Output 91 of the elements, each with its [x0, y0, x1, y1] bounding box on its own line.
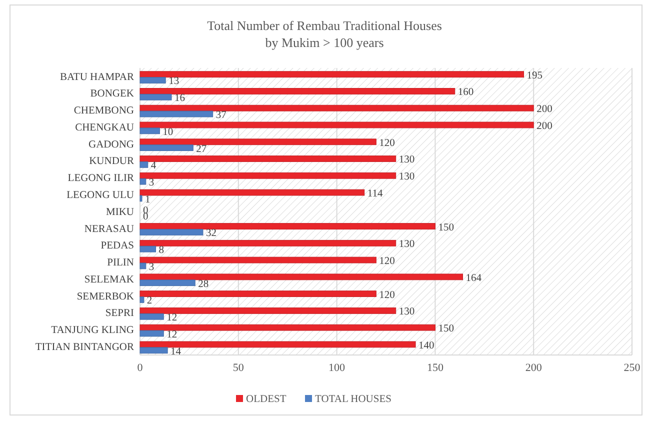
chart-subtitle: by Mukim > 100 years — [265, 35, 384, 50]
y-tick-label: BONGEK — [90, 88, 134, 100]
bar — [140, 144, 194, 151]
data-label: 13 — [168, 76, 180, 88]
bar — [140, 313, 164, 320]
y-tick-label: PEDAS — [100, 240, 134, 252]
data-label: 3 — [148, 178, 154, 189]
data-label: 16 — [174, 93, 185, 104]
bar — [140, 262, 146, 270]
bar — [140, 122, 534, 128]
data-label: 130 — [398, 172, 415, 183]
bar — [140, 324, 436, 331]
y-tick-label: SEMERBOK — [76, 291, 134, 302]
data-label: 150 — [438, 324, 454, 335]
data-label: 12 — [166, 312, 178, 324]
data-label: 114 — [367, 188, 384, 200]
data-label: 130 — [398, 306, 415, 318]
y-tick-label: LEGONG ULU — [66, 190, 134, 201]
data-label: 8 — [158, 245, 164, 256]
bar — [140, 156, 396, 162]
bar — [140, 94, 172, 100]
data-label: 120 — [379, 138, 395, 149]
legend-label: OLDEST — [246, 394, 287, 405]
bar — [140, 296, 144, 303]
data-label: 1 — [144, 194, 150, 206]
data-label: 140 — [418, 340, 434, 352]
data-label: 32 — [206, 228, 216, 240]
data-label: 2 — [146, 296, 152, 307]
bar — [140, 161, 148, 168]
bar — [140, 138, 376, 146]
data-label: 164 — [466, 272, 482, 284]
y-tick-label: CHENGKAU — [75, 122, 134, 134]
data-label: 130 — [398, 154, 415, 166]
y-tick-label: TANJUNG KLING — [51, 325, 134, 336]
bar — [140, 104, 534, 112]
bar — [140, 256, 376, 264]
data-label: 200 — [536, 120, 552, 132]
data-label: 12 — [166, 329, 178, 340]
data-label: 200 — [536, 104, 552, 116]
y-tick-label: CHEMBONG — [74, 106, 134, 117]
y-tick-label: KUNDUR — [89, 156, 134, 168]
bar — [140, 189, 365, 196]
data-label: 150 — [438, 222, 454, 234]
data-label: 130 — [398, 239, 415, 250]
bar — [140, 274, 463, 280]
y-tick-label: GADONG — [88, 139, 134, 150]
y-tick-label: MIKU — [106, 206, 134, 218]
y-tick-label: PILIN — [107, 258, 134, 269]
bar — [140, 77, 166, 84]
data-label: 120 — [379, 256, 395, 268]
bar — [140, 88, 456, 94]
bar — [140, 246, 156, 252]
legend-label: TOTAL HOUSES — [315, 394, 392, 405]
x-tick-label: 50 — [232, 362, 244, 374]
bar — [140, 307, 396, 314]
data-label: 27 — [196, 144, 207, 155]
x-tick-label: 100 — [328, 362, 346, 374]
x-tick-label: 0 — [137, 362, 144, 374]
bar — [140, 172, 396, 179]
bar — [140, 178, 146, 185]
data-label: 28 — [198, 278, 209, 290]
bar — [140, 228, 204, 236]
chart-title: Total Number of Rembau Traditional Houses — [207, 18, 442, 33]
bar — [140, 240, 396, 246]
x-tick-label: 150 — [426, 362, 444, 374]
data-label: 14 — [170, 346, 182, 358]
y-tick-label: NERASAU — [84, 224, 134, 235]
data-label: 160 — [458, 87, 474, 98]
data-label: 195 — [526, 70, 543, 82]
bar — [140, 347, 168, 354]
data-label: 10 — [162, 126, 174, 138]
bar — [140, 110, 214, 118]
y-tick-label: SEPRI — [105, 308, 135, 320]
bar — [140, 71, 524, 78]
bar — [140, 128, 160, 134]
y-tick-label: BATU HAMPAR — [60, 72, 134, 83]
bar — [140, 330, 164, 337]
bar — [140, 280, 196, 286]
x-tick-label: 200 — [525, 362, 542, 374]
bar — [140, 223, 436, 230]
data-label: 3 — [148, 262, 154, 273]
data-label: 4 — [150, 160, 157, 172]
x-tick-label: 250 — [624, 362, 641, 374]
data-label: 120 — [379, 290, 395, 301]
data-label: 0 — [143, 211, 148, 222]
y-tick-label: TITIAN BINTANGOR — [35, 342, 134, 353]
y-tick-label: SELEMAK — [84, 274, 134, 286]
y-tick-label: LEGONG ILIR — [68, 173, 134, 184]
bar — [140, 341, 416, 348]
bar — [140, 290, 376, 298]
data-label: 37 — [216, 110, 226, 122]
